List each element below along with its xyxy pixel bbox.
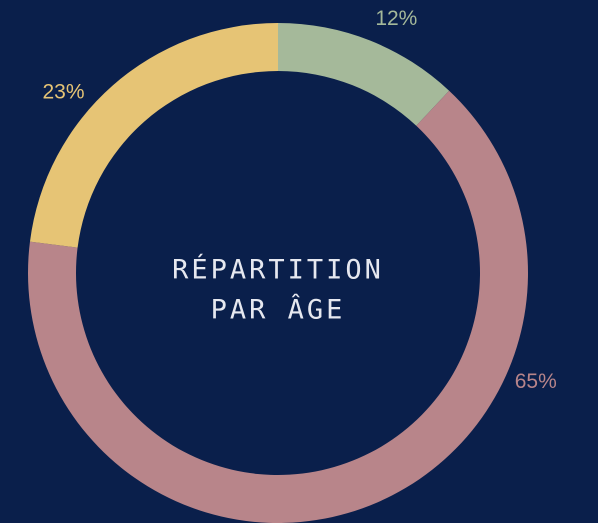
donut-segment: [29, 23, 278, 248]
value-label: 65%: [515, 370, 557, 393]
value-label: 23%: [42, 81, 84, 104]
value-label: 12%: [375, 7, 417, 30]
chart-title: RÉPARTITION: [172, 254, 384, 286]
donut-segment: [278, 23, 450, 126]
chart-title: PAR ÂGE: [211, 294, 346, 326]
donut-segment: [28, 90, 529, 523]
